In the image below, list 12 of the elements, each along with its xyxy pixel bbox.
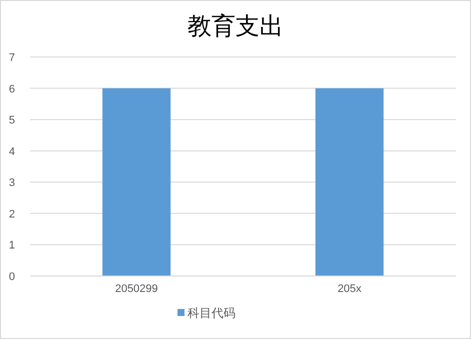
x-tick-label: 2050299 [115,283,158,295]
y-tick-label: 3 [8,177,15,190]
y-tick-label: 1 [8,240,15,252]
x-tick-label: 205x [338,283,362,295]
y-tick-label: 5 [8,114,15,127]
chart-title: 教育支出 [188,13,284,40]
y-tick-label: 4 [8,146,15,158]
y-tick-label: 7 [8,52,15,64]
y-tick-label: 2 [8,208,15,220]
legend-label: 科目代码 [188,306,236,320]
y-tick-label: 6 [8,83,15,96]
y-tick-label: 0 [8,271,15,283]
